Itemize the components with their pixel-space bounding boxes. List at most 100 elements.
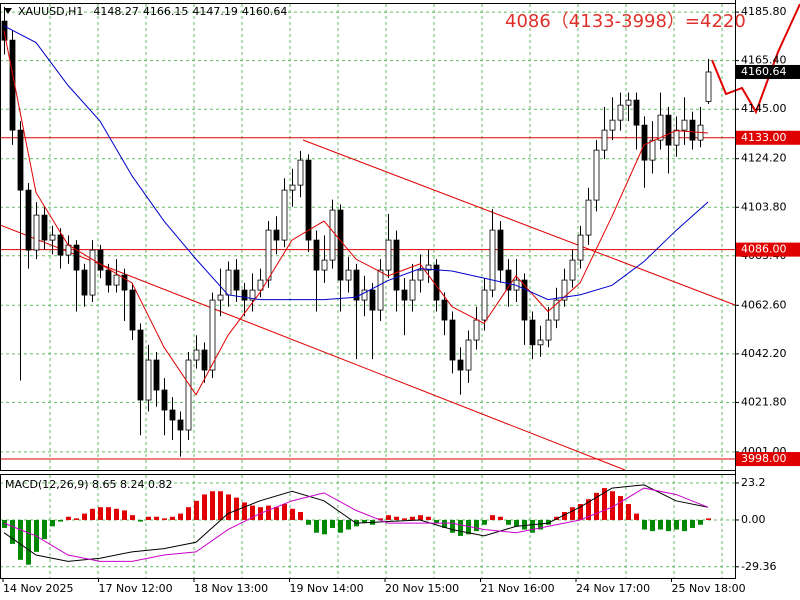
- macd-bar: [594, 492, 599, 520]
- y-tick-label: 23.2: [741, 476, 766, 489]
- macd-bar: [634, 513, 639, 520]
- macd-bar: [538, 519, 543, 530]
- candle-body: [409, 279, 416, 301]
- macd-bar: [282, 504, 287, 520]
- macd-bar: [82, 513, 87, 520]
- level-label: 4086.00: [741, 243, 787, 256]
- macd-bar: [346, 519, 351, 530]
- candle-body: [345, 269, 352, 281]
- channel-upper: [302, 139, 736, 306]
- candle-body: [209, 299, 216, 371]
- macd-bar: [266, 505, 271, 520]
- x-tick-label: 17 Nov 12:00: [99, 582, 173, 595]
- x-tick-label: 18 Nov 13:00: [194, 582, 268, 595]
- candle-body: [33, 214, 40, 251]
- candle-body: [137, 329, 144, 401]
- candle-body: [705, 71, 712, 102]
- macd-bar: [378, 518, 383, 520]
- macd-bar: [170, 516, 175, 520]
- macd-bar: [162, 518, 167, 520]
- macd-bar: [274, 507, 279, 520]
- candle-body: [361, 289, 368, 301]
- candle-body: [617, 104, 624, 121]
- macd-bar: [98, 507, 103, 520]
- macd-bar: [66, 516, 71, 520]
- macd-bar: [146, 516, 151, 520]
- macd-line: [3, 484, 709, 562]
- candle-body: [217, 294, 224, 301]
- macd-bar: [434, 519, 439, 524]
- macd-bar: [106, 507, 111, 520]
- macd-bar: [290, 508, 295, 520]
- candle-body: [385, 239, 392, 271]
- x-tick-label: 24 Nov 17:00: [576, 582, 650, 595]
- macd-bar: [322, 519, 327, 535]
- y-tick-label: 4042.20: [741, 347, 787, 360]
- header-value: 4160.64: [242, 5, 288, 18]
- x-tick-label: 19 Nov 14:00: [290, 582, 364, 595]
- candle-body: [129, 289, 136, 331]
- level-label: 4133.00: [741, 131, 787, 144]
- header-value: XAUUSD,H1: [18, 5, 83, 18]
- macd-bar: [130, 515, 135, 520]
- candle-body: [145, 359, 152, 401]
- header-value: 4148.27: [93, 5, 139, 18]
- macd-bar: [298, 511, 303, 520]
- candle-body: [321, 259, 328, 271]
- candle-body: [305, 159, 312, 241]
- y-tick-label: -29.36: [741, 560, 776, 573]
- header: XAUUSD,H1 4148.27 4166.15 4147.19 4160.64: [18, 5, 287, 18]
- macd-bar: [186, 507, 191, 520]
- candle-body: [625, 99, 632, 106]
- candle-body: [489, 229, 496, 291]
- candle-body: [281, 189, 288, 241]
- x-tick-label: 20 Nov 15:00: [385, 582, 459, 595]
- macd-bar: [306, 519, 311, 525]
- macd-bar: [218, 491, 223, 520]
- candle-body: [17, 129, 24, 191]
- macd-bar: [418, 515, 423, 520]
- annotation: 4086（4133-3998）=4220: [505, 11, 746, 32]
- candle-body: [657, 114, 664, 141]
- macd-bar: [250, 505, 255, 520]
- macd-bar: [386, 515, 391, 520]
- macd-bar: [498, 516, 503, 520]
- candle-body: [465, 339, 472, 371]
- candle-body: [449, 319, 456, 361]
- candle-body: [377, 269, 384, 311]
- macd-bar: [114, 508, 119, 520]
- header-value: 4166.15: [143, 5, 189, 18]
- y-tick-label: 4021.80: [741, 395, 787, 408]
- macd-bar: [338, 519, 343, 533]
- macd-bar: [210, 491, 215, 520]
- level-label: 3998.00: [741, 452, 787, 465]
- macd-bar: [402, 518, 407, 520]
- candle-body: [641, 124, 648, 161]
- candle-body: [105, 269, 112, 286]
- candle-body: [337, 209, 344, 281]
- macd-bar: [610, 491, 615, 520]
- macd-bar: [42, 519, 47, 540]
- plot: [0, 6, 735, 565]
- macd-bar: [650, 519, 655, 532]
- candle-body: [417, 269, 424, 281]
- macd-bar: [450, 519, 455, 533]
- y-tick-label: 0.00: [741, 513, 766, 526]
- candle-body: [529, 319, 536, 346]
- candle-body: [177, 419, 184, 431]
- candle-body: [585, 199, 592, 236]
- candle-body: [313, 239, 320, 271]
- moving-average: [3, 30, 709, 396]
- macd-bar: [642, 519, 647, 530]
- macd-bar: [314, 519, 319, 533]
- candle-body: [401, 289, 408, 301]
- macd-bar: [194, 500, 199, 520]
- candle-body: [473, 319, 480, 341]
- macd-bar: [466, 519, 471, 535]
- candle-body: [161, 389, 168, 411]
- macd-bar: [242, 502, 247, 520]
- candle-body: [649, 139, 656, 161]
- candle-body: [545, 319, 552, 341]
